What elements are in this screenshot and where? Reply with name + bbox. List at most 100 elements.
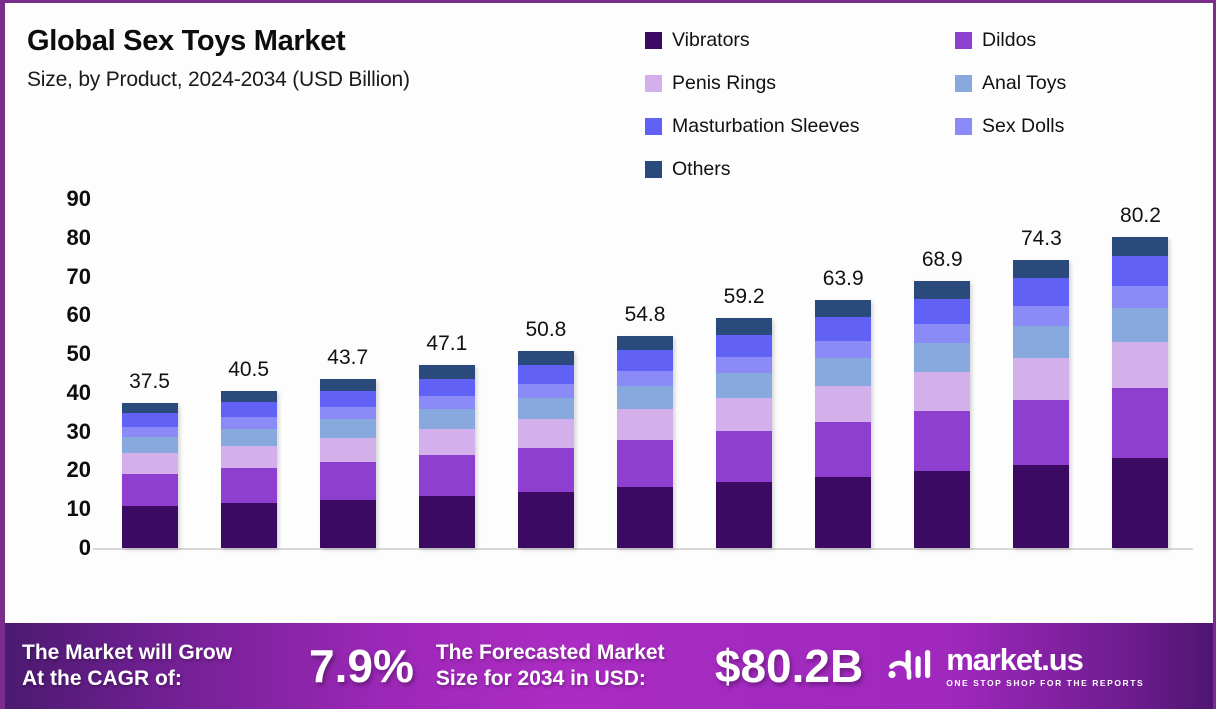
bar-segment-vibrators[interactable]	[418, 495, 475, 548]
bar-segment-sex-dolls[interactable]	[914, 324, 971, 344]
bar-segment-masturbation-sleeves[interactable]	[617, 350, 674, 371]
bar-segment-penis-rings[interactable]	[418, 428, 475, 456]
bar-stack[interactable]	[517, 351, 574, 548]
bar-segment-vibrators[interactable]	[121, 506, 178, 548]
bar-segment-masturbation-sleeves[interactable]	[815, 316, 872, 341]
bar-segment-penis-rings[interactable]	[716, 397, 773, 432]
bar-segment-masturbation-sleeves[interactable]	[914, 298, 971, 325]
bar-stack[interactable]	[617, 335, 674, 549]
bar-segment-others[interactable]	[617, 335, 674, 351]
bar-stack[interactable]	[716, 318, 773, 548]
bar-segment-sex-dolls[interactable]	[617, 370, 674, 386]
bar-segment-dildos[interactable]	[418, 455, 475, 496]
bar-segment-sex-dolls[interactable]	[716, 356, 773, 374]
bar-group-2026[interactable]: 43.7	[298, 199, 397, 548]
bar-segment-sex-dolls[interactable]	[517, 383, 574, 398]
bar-segment-dildos[interactable]	[517, 447, 574, 492]
bar-segment-others[interactable]	[517, 351, 574, 365]
bar-group-2031[interactable]: 63.9	[794, 199, 893, 548]
bar-segment-masturbation-sleeves[interactable]	[418, 378, 475, 396]
bar-stack[interactable]	[319, 378, 376, 548]
bar-segment-vibrators[interactable]	[1112, 457, 1169, 548]
bar-segment-penis-rings[interactable]	[517, 419, 574, 448]
bar-segment-dildos[interactable]	[815, 421, 872, 477]
bar-segment-anal-toys[interactable]	[517, 397, 574, 420]
bar-segment-penis-rings[interactable]	[1013, 357, 1070, 400]
bar-group-2025[interactable]: 40.5	[199, 199, 298, 548]
bar-segment-penis-rings[interactable]	[319, 437, 376, 463]
bar-segment-penis-rings[interactable]	[815, 385, 872, 422]
bar-segment-penis-rings[interactable]	[914, 372, 971, 412]
market-us-logo[interactable]: market.us ONE STOP SHOP FOR THE REPORTS	[885, 644, 1144, 688]
bar-group-2030[interactable]: 59.2	[695, 199, 794, 548]
bar-segment-anal-toys[interactable]	[1013, 326, 1070, 358]
bar-segment-sex-dolls[interactable]	[418, 395, 475, 410]
bar-group-2033[interactable]: 74.3	[992, 199, 1091, 548]
bar-segment-dildos[interactable]	[1112, 387, 1169, 458]
bar-segment-masturbation-sleeves[interactable]	[121, 413, 178, 428]
bar-segment-anal-toys[interactable]	[1112, 307, 1169, 343]
bar-segment-dildos[interactable]	[220, 468, 277, 504]
bar-segment-others[interactable]	[815, 300, 872, 317]
bar-segment-others[interactable]	[319, 378, 376, 391]
bar-segment-masturbation-sleeves[interactable]	[517, 364, 574, 384]
bar-segment-sex-dolls[interactable]	[1112, 285, 1169, 308]
bar-segment-vibrators[interactable]	[220, 503, 277, 548]
bar-segment-masturbation-sleeves[interactable]	[319, 390, 376, 408]
bar-segment-anal-toys[interactable]	[319, 419, 376, 438]
bar-segment-masturbation-sleeves[interactable]	[1013, 278, 1070, 306]
bar-segment-dildos[interactable]	[121, 474, 178, 507]
bar-segment-masturbation-sleeves[interactable]	[220, 402, 277, 418]
bar-segment-vibrators[interactable]	[319, 499, 376, 548]
bar-segment-masturbation-sleeves[interactable]	[716, 334, 773, 357]
bar-segment-others[interactable]	[1112, 237, 1169, 257]
legend-item-dildos[interactable]: Dildos	[955, 19, 1205, 62]
bar-group-2034[interactable]: 80.2	[1091, 199, 1190, 548]
legend-item-penis-rings[interactable]: Penis Rings	[645, 62, 955, 105]
bar-segment-anal-toys[interactable]	[220, 428, 277, 446]
bar-segment-vibrators[interactable]	[815, 477, 872, 548]
bar-segment-others[interactable]	[716, 318, 773, 335]
bar-segment-anal-toys[interactable]	[914, 343, 971, 373]
bar-segment-sex-dolls[interactable]	[1013, 305, 1070, 327]
bar-segment-anal-toys[interactable]	[121, 437, 178, 454]
bar-segment-others[interactable]	[220, 390, 277, 403]
bar-segment-vibrators[interactable]	[617, 487, 674, 548]
bar-segment-penis-rings[interactable]	[617, 409, 674, 441]
bar-segment-sex-dolls[interactable]	[220, 417, 277, 429]
bar-segment-vibrators[interactable]	[716, 482, 773, 548]
bar-segment-dildos[interactable]	[914, 411, 971, 472]
bar-segment-sex-dolls[interactable]	[815, 340, 872, 359]
bar-segment-dildos[interactable]	[617, 440, 674, 488]
legend-item-anal-toys[interactable]: Anal Toys	[955, 62, 1205, 105]
bar-segment-penis-rings[interactable]	[1112, 342, 1169, 388]
legend-item-vibrators[interactable]: Vibrators	[645, 19, 955, 62]
bar-group-2024[interactable]: 37.5	[100, 199, 199, 548]
bar-stack[interactable]	[121, 402, 178, 548]
bar-segment-anal-toys[interactable]	[418, 409, 475, 429]
bar-group-2028[interactable]: 50.8	[496, 199, 595, 548]
bar-segment-vibrators[interactable]	[1013, 464, 1070, 548]
bar-stack[interactable]	[1013, 259, 1070, 548]
bar-segment-others[interactable]	[121, 402, 178, 414]
bar-stack[interactable]	[1112, 237, 1169, 548]
bar-segment-anal-toys[interactable]	[716, 373, 773, 398]
bar-segment-vibrators[interactable]	[914, 471, 971, 548]
bar-group-2027[interactable]: 47.1	[397, 199, 496, 548]
bar-segment-others[interactable]	[418, 365, 475, 379]
bar-segment-penis-rings[interactable]	[121, 453, 178, 475]
bar-segment-masturbation-sleeves[interactable]	[1112, 256, 1169, 286]
legend-item-sex-dolls[interactable]: Sex Dolls	[955, 105, 1205, 148]
bar-segment-sex-dolls[interactable]	[319, 407, 376, 420]
bar-group-2029[interactable]: 54.8	[595, 199, 694, 548]
legend-item-masturbation-sleeves[interactable]: Masturbation Sleeves	[645, 105, 955, 148]
bar-segment-sex-dolls[interactable]	[121, 427, 178, 438]
bar-segment-dildos[interactable]	[716, 431, 773, 483]
bar-stack[interactable]	[815, 300, 872, 548]
bar-segment-penis-rings[interactable]	[220, 445, 277, 469]
bar-stack[interactable]	[914, 280, 971, 548]
legend-item-others[interactable]: Others	[645, 148, 955, 191]
bar-segment-dildos[interactable]	[1013, 399, 1070, 465]
bar-segment-dildos[interactable]	[319, 462, 376, 500]
bar-segment-others[interactable]	[1013, 259, 1070, 279]
